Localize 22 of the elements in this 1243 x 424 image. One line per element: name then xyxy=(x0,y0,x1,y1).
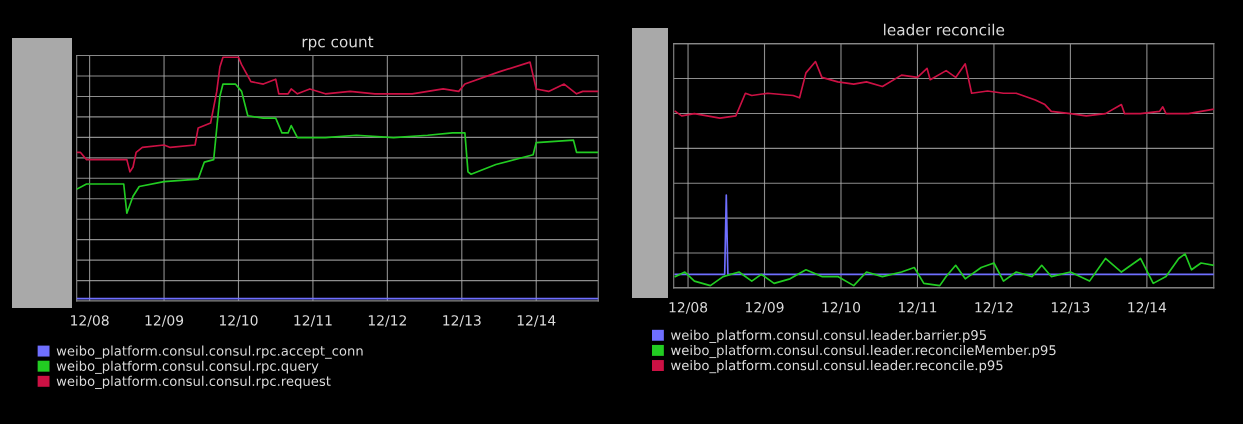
legend-label: weibo_platform.consul.consul.rpc.request xyxy=(56,375,331,389)
x-tick-label: 12/10 xyxy=(220,315,258,327)
x-tick-label: 12/08 xyxy=(669,302,708,314)
legend-label: weibo_platform.consul.consul.leader.barrier.p95 xyxy=(671,329,986,343)
x-tick-label: 12/09 xyxy=(145,315,184,327)
x-tick-label: 12/08 xyxy=(71,315,109,327)
x-tick-label: 12/12 xyxy=(368,315,406,327)
chart-title: rpc count xyxy=(302,36,374,51)
x-tick-label: 12/09 xyxy=(746,302,784,314)
legend-label: weibo_platform.consul.consul.leader.reconcileMember.p95 xyxy=(671,344,1056,359)
chart-title: leader reconcile xyxy=(884,23,1005,36)
x-tick-label: 12/11 xyxy=(294,315,332,327)
x-tick-label: 12/14 xyxy=(517,315,556,327)
legend-label: weibo_platform.consul.consul.leader.reconcile.p95 xyxy=(671,360,1003,374)
x-tick-label: 12/12 xyxy=(975,302,1013,314)
legend-label: weibo_platform.consul.consul.rpc.accept_conn xyxy=(56,345,363,359)
x-tick-label: 12/11 xyxy=(898,302,937,314)
legend-label: weibo_platform.consul.consul.rpc.query xyxy=(56,360,319,374)
x-tick-label: 12/10 xyxy=(822,302,861,314)
x-tick-label: 12/14 xyxy=(1128,302,1167,314)
x-tick-label: 12/13 xyxy=(1051,302,1090,314)
x-tick-label: 12/13 xyxy=(443,315,481,327)
